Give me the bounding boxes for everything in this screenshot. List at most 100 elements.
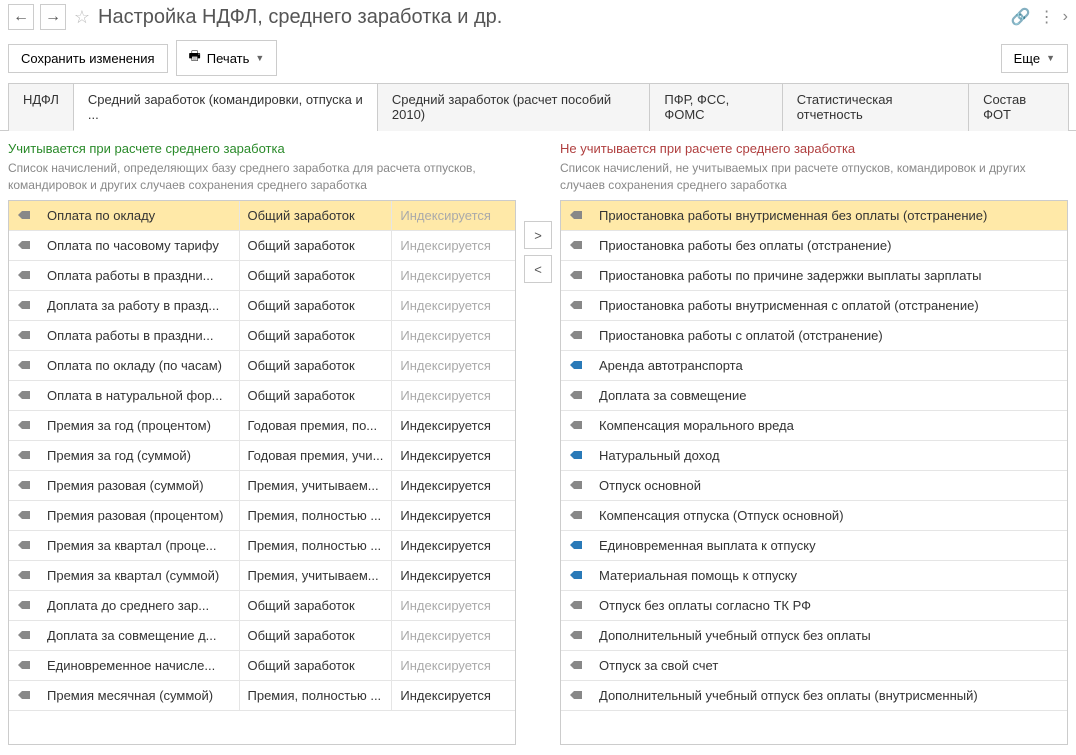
table-row[interactable]: Материальная помощь к отпуску [561,560,1067,590]
row-type: Годовая премия, учи... [239,440,392,470]
print-button[interactable]: 🖶 Печать ▼ [176,40,278,76]
left-panel-desc: Список начислений, определяющих базу сре… [8,160,516,194]
tab-4[interactable]: Статистическая отчетность [782,83,969,131]
table-row[interactable]: Приостановка работы внутрисменная без оп… [561,201,1067,231]
tab-1[interactable]: Средний заработок (командировки, отпуска… [73,83,378,131]
row-index: Индексируется [392,410,515,440]
move-right-button[interactable]: > [524,221,552,249]
table-row[interactable]: Приостановка работы без оплаты (отстране… [561,230,1067,260]
row-name: Премия за квартал (проце... [39,530,239,560]
row-name: Премия разовая (процентом) [39,500,239,530]
table-row[interactable]: Отпуск основной [561,470,1067,500]
table-row[interactable]: Премия за год (суммой)Годовая премия, уч… [9,440,515,470]
content: Учитывается при расчете среднего заработ… [0,131,1076,755]
table-row[interactable]: Доплата за совмещение д...Общий заработо… [9,620,515,650]
table-row[interactable]: Отпуск за свой счет [561,650,1067,680]
left-panel-title: Учитывается при расчете среднего заработ… [8,141,516,156]
toolbar: Сохранить изменения 🖶 Печать ▼ Еще ▼ [0,34,1076,82]
row-item-icon [569,538,583,548]
row-index: Индексируется [392,650,515,680]
row-index: Индексируется [392,320,515,350]
tab-2[interactable]: Средний заработок (расчет пособий 2010) [377,83,650,131]
row-item-icon [569,448,583,458]
row-type: Общий заработок [239,230,392,260]
row-item-icon [569,628,583,638]
right-table[interactable]: Приостановка работы внутрисменная без оп… [560,200,1068,745]
table-row[interactable]: Оплата работы в праздни...Общий заработо… [9,260,515,290]
table-row[interactable]: Единовременная выплата к отпуску [561,530,1067,560]
row-item-icon [17,478,31,488]
row-item-icon [569,208,583,218]
close-icon[interactable]: › [1063,8,1068,26]
table-row[interactable]: Премия за год (процентом)Годовая премия,… [9,410,515,440]
row-type: Премия, учитываем... [239,470,392,500]
table-row[interactable]: Аренда автотранспорта [561,350,1067,380]
table-row[interactable]: Доплата до среднего зар...Общий заработо… [9,590,515,620]
back-button[interactable]: ← [8,4,34,30]
table-row[interactable]: Дополнительный учебный отпуск без оплаты [561,620,1067,650]
favorite-star-icon[interactable]: ☆ [72,7,92,27]
table-row[interactable]: Приостановка работы с оплатой (отстранен… [561,320,1067,350]
row-type: Премия, полностью ... [239,500,392,530]
row-item-icon [569,478,583,488]
row-type: Общий заработок [239,290,392,320]
table-row[interactable]: Оплата по часовому тарифуОбщий заработок… [9,230,515,260]
row-name: Компенсация отпуска (Отпуск основной) [591,500,1067,530]
table-row[interactable]: Премия разовая (суммой)Премия, учитываем… [9,470,515,500]
table-row[interactable]: Компенсация морального вреда [561,410,1067,440]
row-item-icon [17,568,31,578]
table-row[interactable]: Оплата работы в праздни...Общий заработо… [9,320,515,350]
tab-0[interactable]: НДФЛ [8,83,74,131]
table-row[interactable]: Доплата за работу в празд...Общий зарабо… [9,290,515,320]
table-row[interactable]: Премия месячная (суммой)Премия, полность… [9,680,515,710]
table-row[interactable]: Оплата по окладу (по часам)Общий заработ… [9,350,515,380]
table-row[interactable]: Натуральный доход [561,440,1067,470]
table-row[interactable]: Отпуск без оплаты согласно ТК РФ [561,590,1067,620]
row-name: Доплата за работу в празд... [39,290,239,320]
row-name: Оплата по окладу (по часам) [39,350,239,380]
table-row[interactable]: Приостановка работы внутрисменная с опла… [561,290,1067,320]
table-row[interactable]: Дополнительный учебный отпуск без оплаты… [561,680,1067,710]
table-row[interactable]: Компенсация отпуска (Отпуск основной) [561,500,1067,530]
row-name: Отпуск основной [591,470,1067,500]
move-left-button[interactable]: < [524,255,552,283]
row-item-icon [569,418,583,428]
row-name: Премия за квартал (суммой) [39,560,239,590]
table-row[interactable]: Премия разовая (процентом)Премия, полнос… [9,500,515,530]
row-name: Единовременное начисле... [39,650,239,680]
table-row[interactable]: Приостановка работы по причине задержки … [561,260,1067,290]
row-type: Премия, полностью ... [239,530,392,560]
right-panel-title: Не учитывается при расчете среднего зара… [560,141,1068,156]
row-type: Общий заработок [239,260,392,290]
save-button[interactable]: Сохранить изменения [8,44,168,73]
row-name: Отпуск за свой счет [591,650,1067,680]
table-row[interactable]: Премия за квартал (проце...Премия, полно… [9,530,515,560]
right-panel: Не учитывается при расчете среднего зара… [560,141,1068,745]
row-name: Приостановка работы с оплатой (отстранен… [591,320,1067,350]
table-row[interactable]: Единовременное начисле...Общий заработок… [9,650,515,680]
table-row[interactable]: Оплата в натуральной фор...Общий заработ… [9,380,515,410]
row-type: Премия, учитываем... [239,560,392,590]
row-name: Приостановка работы без оплаты (отстране… [591,230,1067,260]
table-row[interactable]: Оплата по окладуОбщий заработокИндексиру… [9,201,515,231]
row-item-icon [17,268,31,278]
more-button[interactable]: Еще ▼ [1001,44,1068,73]
left-table[interactable]: Оплата по окладуОбщий заработокИндексиру… [8,200,516,745]
forward-button[interactable]: → [40,4,66,30]
row-type: Общий заработок [239,201,392,231]
row-type: Общий заработок [239,320,392,350]
tab-5[interactable]: Состав ФОТ [968,83,1069,131]
more-icon[interactable]: ⋮ [1039,7,1055,27]
row-item-icon [569,508,583,518]
row-item-icon [17,328,31,338]
row-item-icon [17,358,31,368]
row-index: Индексируется [392,500,515,530]
row-name: Оплата работы в праздни... [39,260,239,290]
row-item-icon [17,448,31,458]
link-icon[interactable]: 🔗 [1011,7,1031,27]
tab-3[interactable]: ПФР, ФСС, ФОМС [649,83,782,131]
table-row[interactable]: Премия за квартал (суммой)Премия, учитыв… [9,560,515,590]
row-name: Оплата по окладу [39,201,239,231]
row-type: Общий заработок [239,380,392,410]
table-row[interactable]: Доплата за совмещение [561,380,1067,410]
